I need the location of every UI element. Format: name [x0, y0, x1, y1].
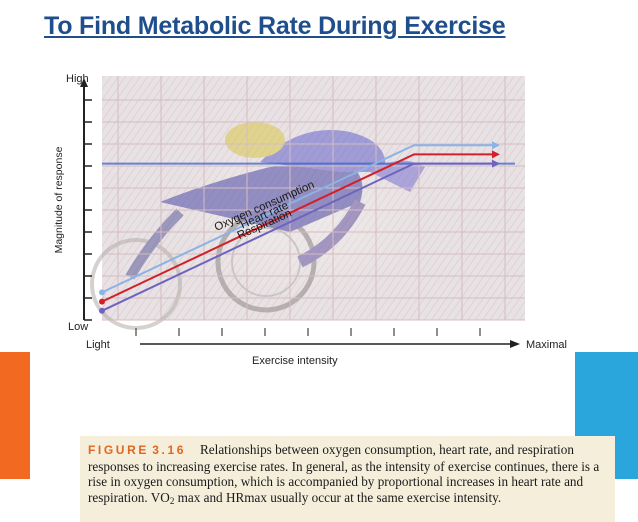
x-axis-arrow-icon: [510, 340, 520, 348]
y-tick-label-low: Low: [68, 321, 88, 333]
figure-caption: FIGURE 3.16 Relationships between oxygen …: [80, 436, 615, 522]
left-accent-bar: [0, 352, 30, 479]
caption-part2: max and HRmax usually occur at the same …: [174, 489, 502, 505]
series-line-1: [101, 153, 492, 303]
x-tick-label-light: Light: [86, 339, 110, 351]
y-axis-label: Magnitude of response: [53, 146, 65, 253]
x-axis-label: Exercise intensity: [252, 355, 338, 367]
series-arrow-icon-2: [492, 159, 500, 168]
series-start-point-2: [99, 307, 105, 314]
series-arrow-icon-1: [492, 150, 500, 159]
series-arrow-icon-0: [492, 141, 500, 150]
figure: High Low Light Maximal Exercise intensity Mag…: [40, 62, 615, 522]
figure-label: FIGURE: [88, 443, 149, 457]
series-line-0: [101, 144, 492, 294]
series-start-point-1: [99, 298, 105, 305]
series-line-2: [101, 162, 492, 312]
y-axis-arrow-icon: [80, 78, 88, 87]
series-start-point-0: [99, 289, 105, 296]
x-tick-label-maximal: Maximal: [526, 339, 567, 351]
caption-text: FIGURE 3.16 Relationships between oxygen …: [88, 442, 611, 509]
figure-number: 3.16: [152, 443, 186, 457]
chart: High Low Light Maximal Exercise intensity Mag…: [53, 73, 567, 367]
y-tick-label-high: High: [66, 73, 89, 85]
slide-title: To Find Metabolic Rate During Exercise: [44, 12, 506, 40]
